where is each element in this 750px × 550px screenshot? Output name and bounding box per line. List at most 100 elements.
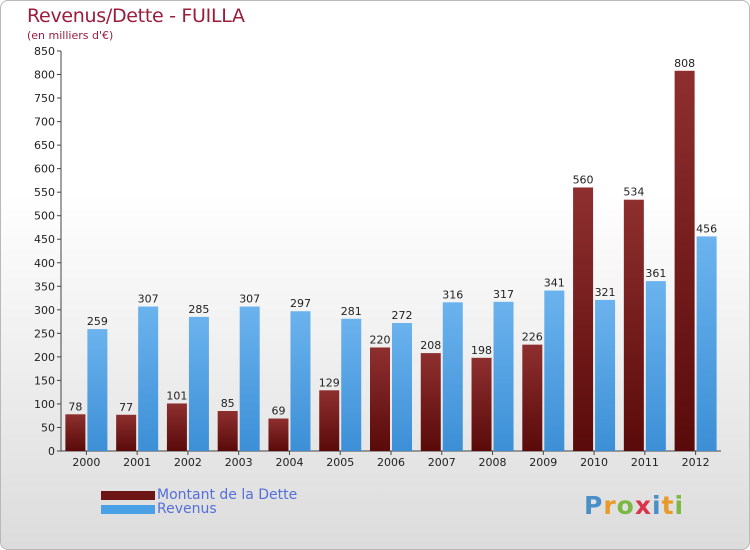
bar-dette [319,390,340,451]
x-tick-label: 2008 [479,456,507,469]
data-label-dette: 69 [271,405,285,418]
proxiti-logo: Proxiti [584,491,684,520]
y-tick-label: 550 [34,186,55,199]
bar-dette [674,70,695,451]
legend-item-revenus: Revenus [101,501,297,517]
logo-letter: i [652,491,662,520]
y-tick-label: 600 [34,163,55,176]
bar-revenus [341,318,362,451]
y-tick-label: 400 [34,257,55,270]
data-label-revenus: 316 [442,288,463,301]
bar-dette [116,414,137,451]
x-tick-label: 2000 [72,456,100,469]
legend-label-dette: Montant de la Dette [157,487,298,503]
x-tick-label: 2006 [377,456,405,469]
logo-letter: i [674,491,685,520]
bar-revenus [87,329,108,451]
data-label-revenus: 272 [392,309,413,322]
chart-title: Revenus/Dette - FUILLA [27,5,245,27]
bar-dette [623,199,644,451]
data-label-revenus: 259 [87,315,108,328]
data-label-dette: 220 [370,333,391,346]
logo-letter: x [634,491,652,520]
data-label-revenus: 307 [138,293,159,306]
data-label-dette: 560 [573,173,594,186]
bar-dette [573,187,594,451]
bar-revenus [138,306,159,451]
data-label-dette: 77 [119,401,133,414]
x-tick-label: 2005 [326,456,354,469]
bar-revenus [188,316,209,451]
data-label-revenus: 281 [341,305,362,318]
data-label-dette: 129 [319,376,340,389]
data-label-dette: 808 [674,57,695,70]
y-tick-label: 650 [34,139,55,152]
bar-dette [166,403,187,451]
logo-letter: t [661,491,675,520]
bar-dette [217,411,238,451]
logo-letter: o [616,491,635,520]
x-tick-label: 2012 [682,456,710,469]
y-tick-label: 200 [34,351,55,364]
data-label-dette: 85 [221,397,235,410]
y-tick-label: 750 [34,92,55,105]
y-tick-label: 100 [34,398,55,411]
logo-letter: P [584,491,604,520]
data-label-revenus: 307 [239,293,260,306]
bar-dette [268,418,289,451]
data-label-revenus: 321 [595,286,616,299]
bar-revenus [645,281,666,451]
data-label-dette: 208 [420,339,441,352]
y-tick-label: 800 [34,69,55,82]
bar-revenus [696,236,717,451]
legend-swatch-revenus [101,504,155,514]
bar-revenus [392,323,412,451]
bar-revenus [239,306,260,451]
x-tick-label: 2011 [631,456,659,469]
data-label-dette: 101 [166,389,187,402]
data-label-dette: 534 [623,186,644,199]
data-label-revenus: 341 [544,277,565,290]
data-label-revenus: 285 [188,303,209,316]
bar-revenus [493,301,514,451]
y-tick-label: 150 [34,374,55,387]
data-label-revenus: 456 [696,222,717,235]
bar-revenus [544,290,565,451]
y-tick-label: 0 [48,445,55,458]
x-tick-label: 2007 [428,456,456,469]
x-tick-label: 2001 [123,456,151,469]
x-tick-label: 2004 [275,456,303,469]
y-tick-label: 250 [34,327,55,340]
bar-dette [420,353,441,451]
legend-swatch-dette [101,490,155,500]
x-tick-label: 2002 [174,456,202,469]
bar-revenus [595,299,616,451]
data-label-revenus: 317 [493,288,514,301]
data-label-dette: 78 [68,400,82,413]
legend: Montant de la Dette Revenus [101,487,298,517]
data-label-revenus: 297 [290,297,311,310]
data-label-revenus: 361 [645,267,666,280]
x-tick-label: 2003 [225,456,253,469]
chart-subtitle: (en milliers d'€) [27,29,114,42]
logo-letter: r [603,491,617,520]
x-tick-label: 2009 [529,456,557,469]
y-tick-label: 50 [41,421,55,434]
y-tick-label: 850 [34,45,55,58]
data-label-dette: 226 [522,331,543,344]
data-label-dette: 198 [471,344,492,357]
bar-dette [370,347,390,451]
bar-dette [65,414,86,451]
y-tick-label: 300 [34,304,55,317]
legend-item-dette: Montant de la Dette [101,487,298,503]
y-tick-label: 700 [34,116,55,129]
bar-revenus [290,311,311,451]
y-tick-label: 350 [34,280,55,293]
y-tick-label: 450 [34,233,55,246]
x-tick-label: 2010 [580,456,608,469]
bar-revenus [442,302,463,451]
bar-dette [471,357,492,451]
y-tick-label: 500 [34,210,55,223]
